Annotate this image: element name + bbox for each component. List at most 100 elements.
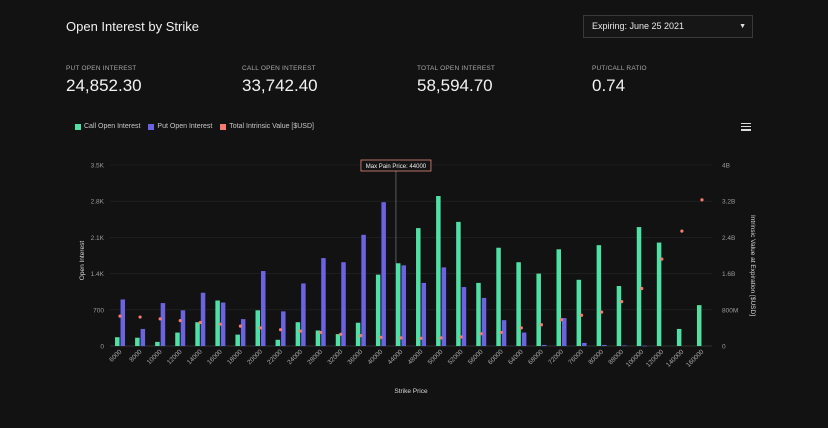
y-tick-label: 700	[93, 307, 104, 314]
x-axis-title: Strike Price	[394, 388, 428, 395]
call-bar	[616, 286, 622, 346]
x-tick-label: 6000	[108, 348, 123, 363]
x-tick-label: 14000	[186, 348, 204, 366]
x-tick-label: 60000	[487, 348, 505, 366]
intrinsic-value-point	[499, 330, 503, 335]
legend-item-put[interactable]: Put Open Interest	[148, 123, 212, 130]
expiry-select[interactable]: Expiring: June 25 2021 ▼	[583, 15, 753, 38]
put-bar	[120, 299, 126, 346]
call-bar	[295, 322, 301, 346]
intrinsic-value-point	[680, 229, 684, 233]
put-bar	[461, 287, 467, 346]
x-tick-label: 40000	[367, 348, 385, 366]
call-bar	[215, 300, 220, 346]
x-tick-label: 64000	[507, 348, 525, 366]
call-bar	[576, 279, 582, 346]
x-tick-label: 52000	[447, 348, 465, 366]
intrinsic-value-point	[258, 326, 263, 330]
y2-tick-label: 2.4B	[722, 235, 735, 242]
stat-label: PUT/CALL RATIO	[592, 65, 647, 72]
call-bar	[175, 332, 180, 346]
stat-value: 24,852.30	[66, 76, 142, 95]
chart-legend: Call Open Interest Put Open Interest Tot…	[75, 123, 314, 130]
y-tick-label: 2.1K	[91, 235, 105, 242]
x-tick-label: 10000	[146, 348, 164, 366]
put-bar	[441, 267, 447, 346]
intrinsic-value-point	[359, 333, 363, 338]
x-tick-label: 24000	[286, 348, 304, 366]
x-tick-label: 22000	[266, 348, 284, 366]
intrinsic-value-point	[178, 319, 182, 323]
stat-label: TOTAL OPEN INTEREST	[417, 65, 496, 72]
legend-label-intrinsic: Total Intrinsic Value [$USD]	[229, 123, 314, 130]
intrinsic-value-point	[660, 257, 664, 261]
x-tick-label: 12000	[166, 348, 184, 366]
call-bar	[335, 334, 341, 346]
max-pain-label: Max Pain Price: 44000	[366, 164, 427, 170]
max-pain-label-box	[360, 159, 432, 172]
x-tick-label: 8000	[128, 348, 143, 363]
put-bar	[200, 292, 206, 346]
x-tick-label: 72000	[547, 348, 565, 366]
y-tick-label: 1.4K	[91, 271, 105, 278]
intrinsic-value-point	[419, 336, 423, 340]
intrinsic-value-point	[559, 318, 564, 322]
chevron-down-icon[interactable]: ▼	[739, 23, 746, 30]
stat-put-open-interest: PUT OPEN INTEREST 24,852.30	[66, 65, 142, 96]
legend-item-intrinsic[interactable]: Total Intrinsic Value [$USD]	[220, 123, 314, 130]
intrinsic-value-point	[158, 317, 162, 321]
put-bar	[622, 345, 627, 347]
intrinsic-value-point	[539, 323, 544, 327]
intrinsic-value-point	[198, 320, 202, 325]
intrinsic-value-point	[319, 330, 323, 335]
call-bar	[636, 227, 642, 346]
put-bar	[281, 311, 286, 346]
put-bar	[602, 344, 607, 346]
y2-tick-label: 3.2B	[722, 199, 735, 206]
legend-label-call: Call Open Interest	[84, 123, 141, 130]
call-bar	[416, 228, 421, 346]
x-tick-label: 20000	[246, 348, 264, 366]
legend-item-call[interactable]: Call Open Interest	[75, 123, 140, 130]
intrinsic-value-point	[118, 314, 122, 318]
x-tick-label: 100000	[625, 348, 646, 369]
intrinsic-value-point	[600, 310, 604, 314]
page-title: Open Interest by Strike	[66, 19, 199, 34]
legend-swatch-put	[148, 123, 155, 130]
stat-put-call-ratio: PUT/CALL RATIO 0.74	[592, 65, 647, 96]
stat-value: 33,742.40	[242, 76, 318, 95]
call-bar	[496, 247, 501, 346]
call-bar	[315, 330, 321, 346]
x-tick-label: 160000	[685, 348, 706, 369]
call-bar	[235, 334, 240, 346]
chart-menu-icon[interactable]	[741, 123, 751, 131]
put-bar	[481, 297, 487, 346]
put-bar	[361, 234, 366, 346]
intrinsic-value-point	[299, 329, 303, 333]
intrinsic-value-point	[238, 324, 243, 328]
x-tick-label: 120000	[645, 348, 666, 369]
intrinsic-value-point	[379, 335, 383, 340]
x-tick-label: 36000	[347, 348, 365, 366]
call-bar	[436, 196, 441, 346]
y2-tick-label: 800M	[722, 307, 738, 314]
put-bar	[160, 303, 166, 346]
call-bar	[676, 328, 682, 346]
intrinsic-value-point	[640, 286, 644, 291]
intrinsic-value-point	[278, 328, 283, 332]
call-bar	[275, 339, 281, 346]
intrinsic-value-point	[620, 300, 624, 304]
call-bar	[516, 262, 521, 346]
x-tick-label: 50000	[427, 348, 445, 366]
put-bar	[140, 328, 146, 346]
y-tick-label: 3.5K	[91, 163, 105, 170]
intrinsic-value-point	[519, 326, 523, 330]
y2-axis-title: Intrinsic Value at Expiration [$USD]	[749, 215, 756, 316]
put-bar	[381, 202, 386, 346]
call-bar	[135, 337, 140, 346]
x-tick-label: 48000	[407, 348, 425, 366]
legend-swatch-intrinsic	[220, 123, 227, 130]
call-bar	[255, 310, 260, 346]
put-bar	[220, 302, 226, 346]
